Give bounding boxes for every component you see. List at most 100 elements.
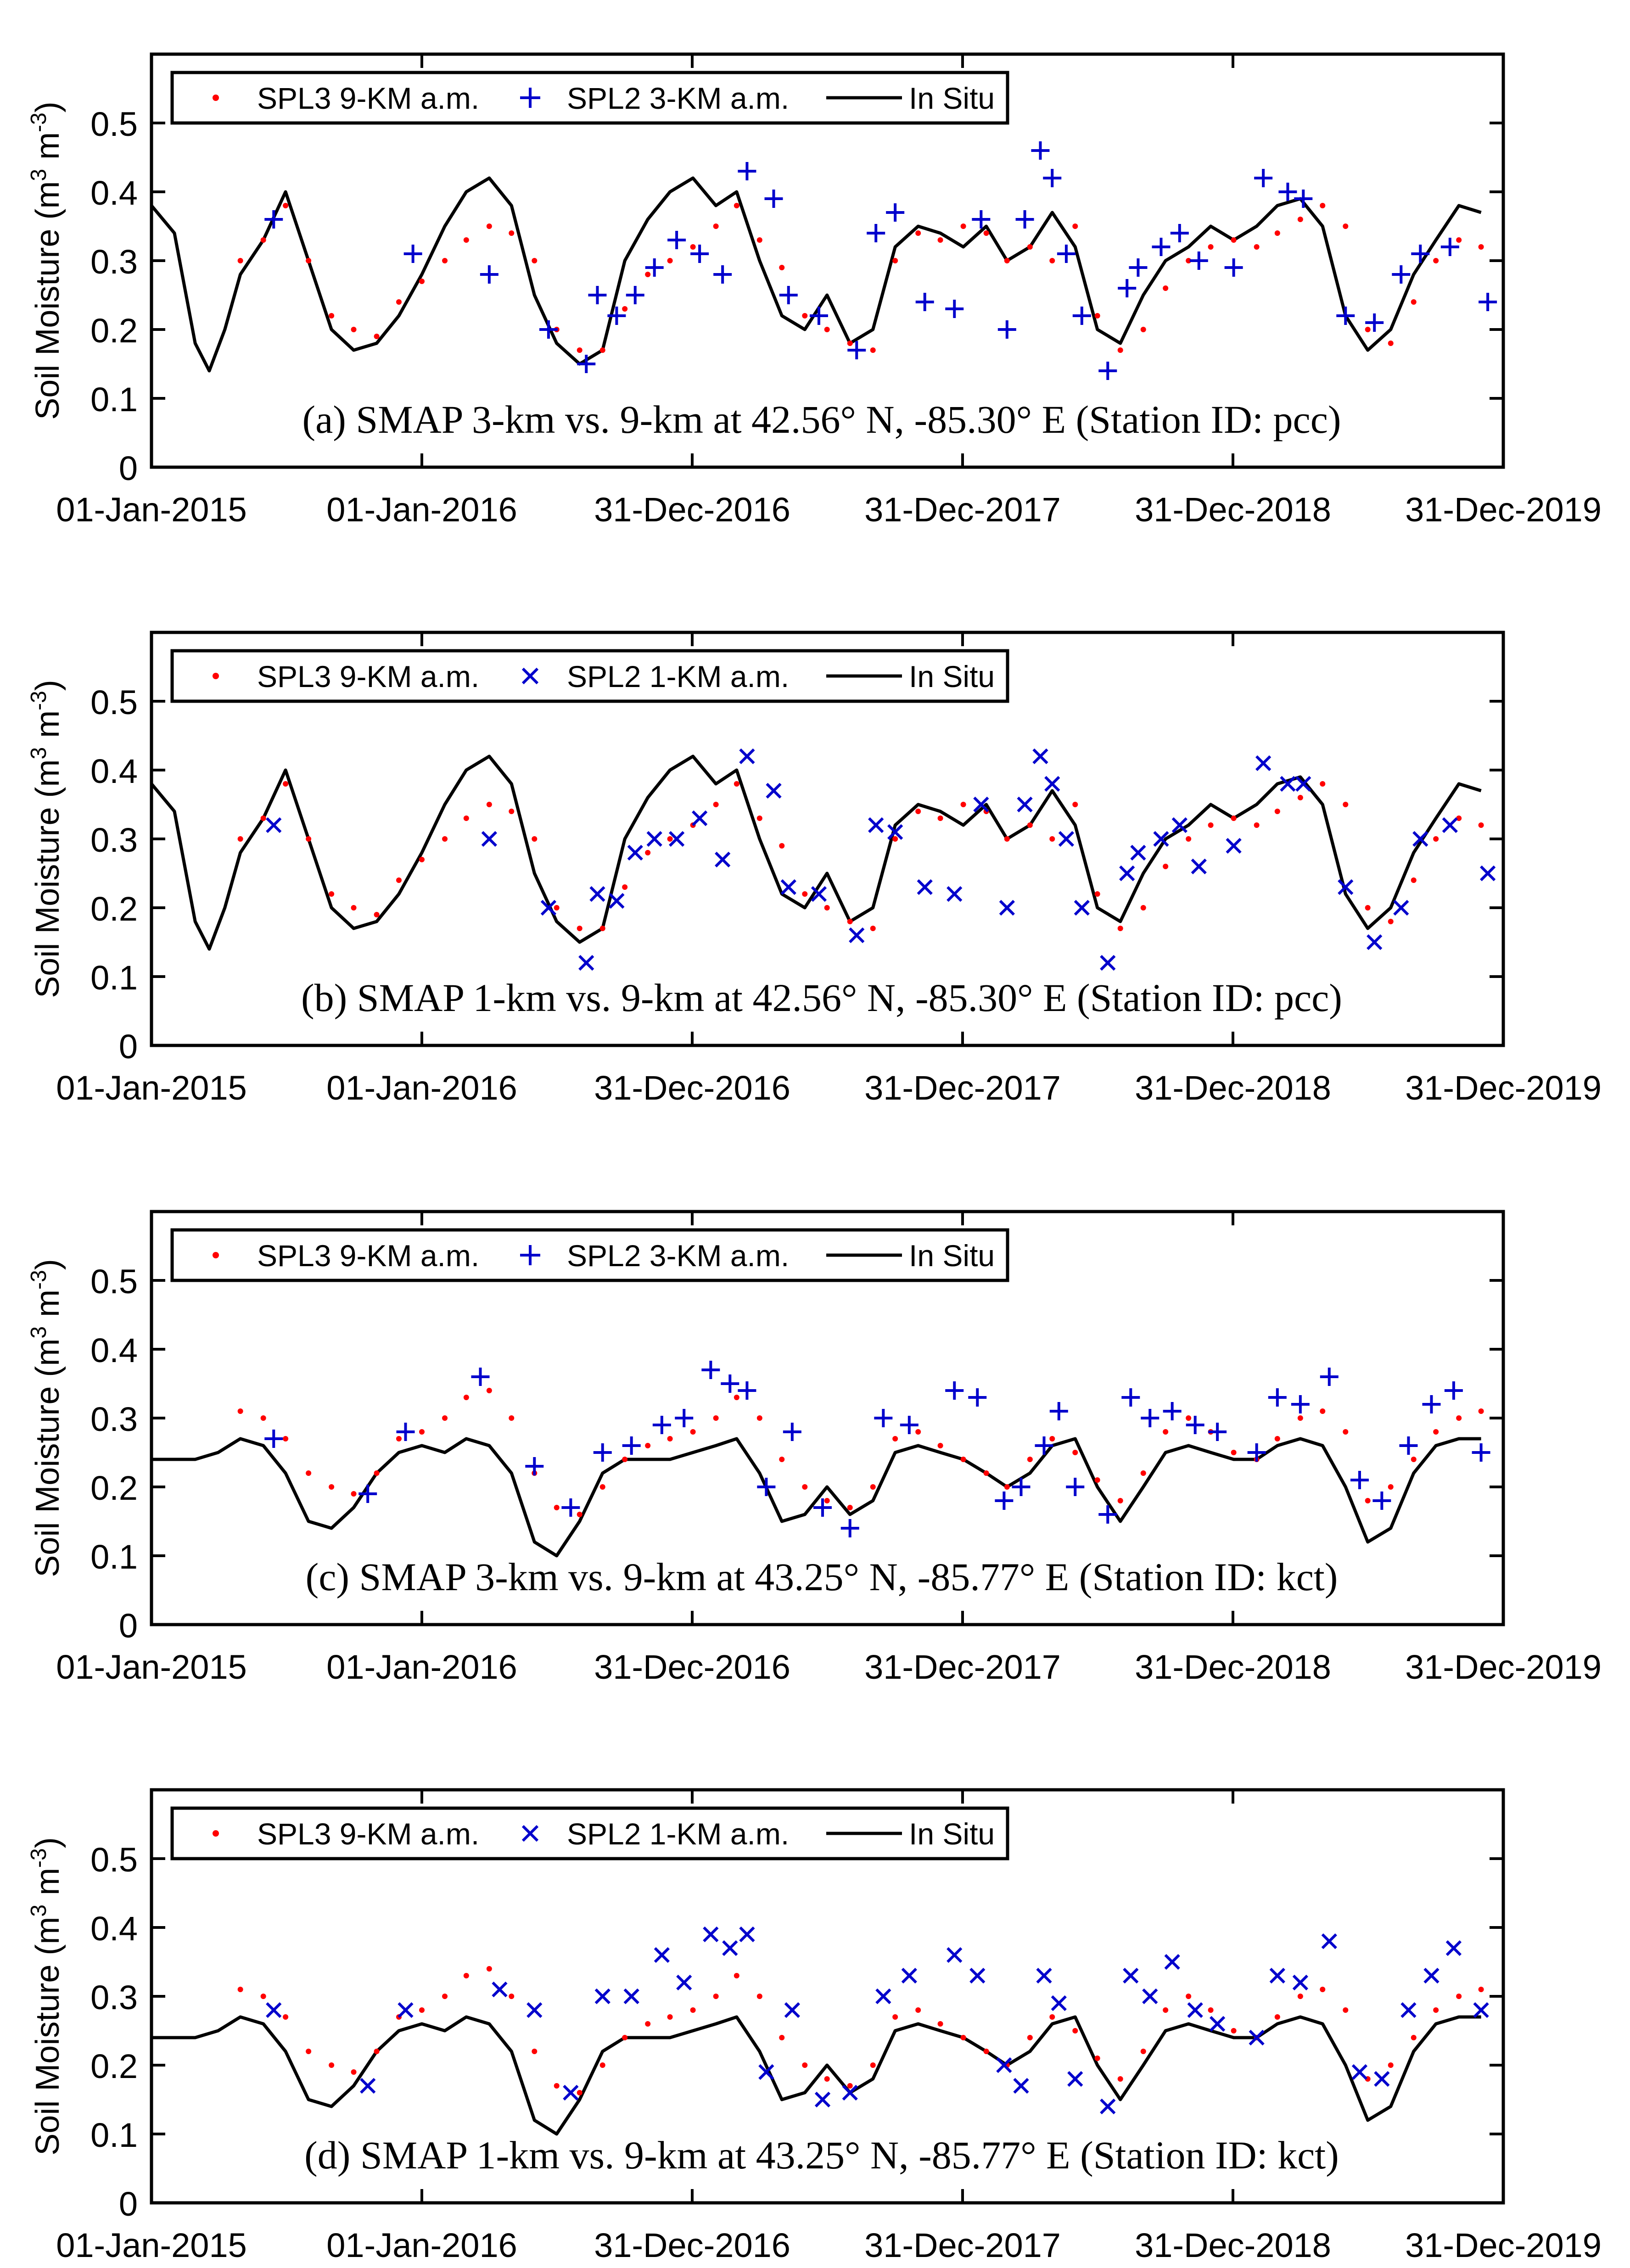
spl3-point <box>1297 1415 1303 1421</box>
spl3-point <box>1094 891 1100 897</box>
spl2-point <box>676 1974 692 1991</box>
spl2-point <box>645 258 664 277</box>
spl3-point <box>1163 2007 1169 2013</box>
spl3-point <box>237 258 243 263</box>
panel-d: 0 0.1 0.2 0.3 0.4 0.5 01-Jan-2015 01-Jan-2016 31… <box>27 1788 1602 2264</box>
spl2-point <box>646 831 662 847</box>
spl3-point <box>756 1994 762 1999</box>
spl2-point <box>593 1443 612 1462</box>
spl3-point <box>960 2035 966 2040</box>
legend-spl2-swatch <box>521 667 539 685</box>
spl2-point <box>561 1498 580 1517</box>
spl2-point <box>1141 1409 1159 1427</box>
y-axis-label-part: -3 <box>27 112 51 132</box>
y-tick-label: 0 <box>119 2185 138 2223</box>
x-tick-label: 01-Jan-2015 <box>56 491 247 529</box>
spl3-point <box>442 258 448 263</box>
spl2-point <box>1278 183 1297 201</box>
spl2-point <box>947 1947 963 1963</box>
spl2-point <box>758 2064 774 2080</box>
spl2-point <box>675 1409 694 1427</box>
spl3-point <box>260 816 266 821</box>
legend-spl3-swatch <box>213 673 219 679</box>
spl3-point <box>870 926 876 931</box>
spl3-point <box>779 843 785 849</box>
spl3-point <box>756 237 762 243</box>
spl3-point <box>509 1994 515 1999</box>
spl2-point <box>1473 2002 1489 2018</box>
series-in-situ-line <box>151 2015 1481 2136</box>
spl2-point <box>809 307 828 325</box>
spl2-point <box>739 1926 755 1943</box>
spl3-point <box>374 2049 380 2054</box>
spl2-point <box>901 1967 917 1984</box>
spl3-point <box>374 1470 380 1476</box>
panel-c: 0 0.1 0.2 0.3 0.4 0.5 01-Jan-2015 01-Jan-2016 31… <box>27 1210 1602 1686</box>
spl2-point <box>1118 279 1137 297</box>
spl3-point <box>1117 1498 1123 1503</box>
spl3-point <box>1186 1994 1192 1999</box>
spl3-point <box>419 857 425 862</box>
spl2-point <box>1365 313 1384 332</box>
spl3-point <box>351 1491 357 1497</box>
spl2-point <box>1412 831 1428 847</box>
spl3-point <box>260 1415 266 1421</box>
spl3-point <box>1297 1994 1303 1999</box>
spl3-point <box>577 347 583 353</box>
spl3-point <box>237 1987 243 1992</box>
spl3-point <box>1433 1429 1439 1435</box>
spl2-point <box>481 831 497 847</box>
spl2-point <box>1057 245 1075 263</box>
spl2-point <box>814 2091 831 2108</box>
spl3-point <box>1072 2028 1078 2033</box>
spl2-point <box>886 203 905 222</box>
spl3-point <box>1117 2076 1123 2082</box>
spl3-point <box>1049 836 1055 842</box>
spl3-point <box>802 313 808 318</box>
spl3-point <box>1049 1436 1055 1441</box>
spl3-point <box>1231 1450 1237 1455</box>
spl2-point <box>1142 1988 1158 2005</box>
spl3-point <box>374 912 380 917</box>
spl3-point <box>847 919 853 924</box>
spl3-point <box>870 347 876 353</box>
spl3-point <box>1186 836 1192 842</box>
spl3-point <box>577 2090 583 2095</box>
spl2-point <box>1066 1478 1085 1496</box>
spl2-point <box>972 210 991 229</box>
spl3-point <box>622 2035 628 2040</box>
series-spl2 <box>266 1926 1489 2115</box>
x-tick-label: 31-Dec-2016 <box>594 2226 790 2264</box>
y-axis-label-part: ) <box>29 1259 66 1270</box>
spl2-point <box>1044 776 1060 792</box>
spl3-point <box>1478 1408 1484 1414</box>
spl2-point <box>358 1485 377 1503</box>
x-tick-label: 31-Dec-2016 <box>594 1648 790 1686</box>
spl2-point <box>1100 2098 1116 2115</box>
spl2-point <box>1031 141 1050 160</box>
spl3-point <box>1411 2035 1417 2040</box>
spl2-point <box>692 810 708 827</box>
spl2-point <box>1392 265 1411 284</box>
spl2-point <box>1098 1505 1117 1524</box>
spl2-point <box>1399 1436 1418 1455</box>
spl3-point <box>283 1436 289 1441</box>
spl2-point <box>471 1368 490 1386</box>
spl3-point <box>1140 327 1146 332</box>
spl2-point <box>780 879 796 895</box>
spl2-point <box>1292 1974 1308 1991</box>
spl2-point <box>715 851 731 868</box>
spl3-point <box>802 891 808 897</box>
spl3-point <box>1072 802 1078 807</box>
spl2-point <box>1208 1423 1227 1441</box>
spl2-point <box>1017 796 1033 813</box>
spl2-point <box>1058 831 1075 847</box>
spl3-point <box>1433 258 1439 263</box>
spl3-point <box>599 347 605 353</box>
spl3-point <box>960 802 966 807</box>
spl2-point <box>1186 1416 1204 1434</box>
spl2-point <box>947 886 963 902</box>
spl2-point <box>1280 776 1296 792</box>
spl2-point <box>784 2002 800 2018</box>
y-tick-label: 0 <box>119 1607 138 1645</box>
